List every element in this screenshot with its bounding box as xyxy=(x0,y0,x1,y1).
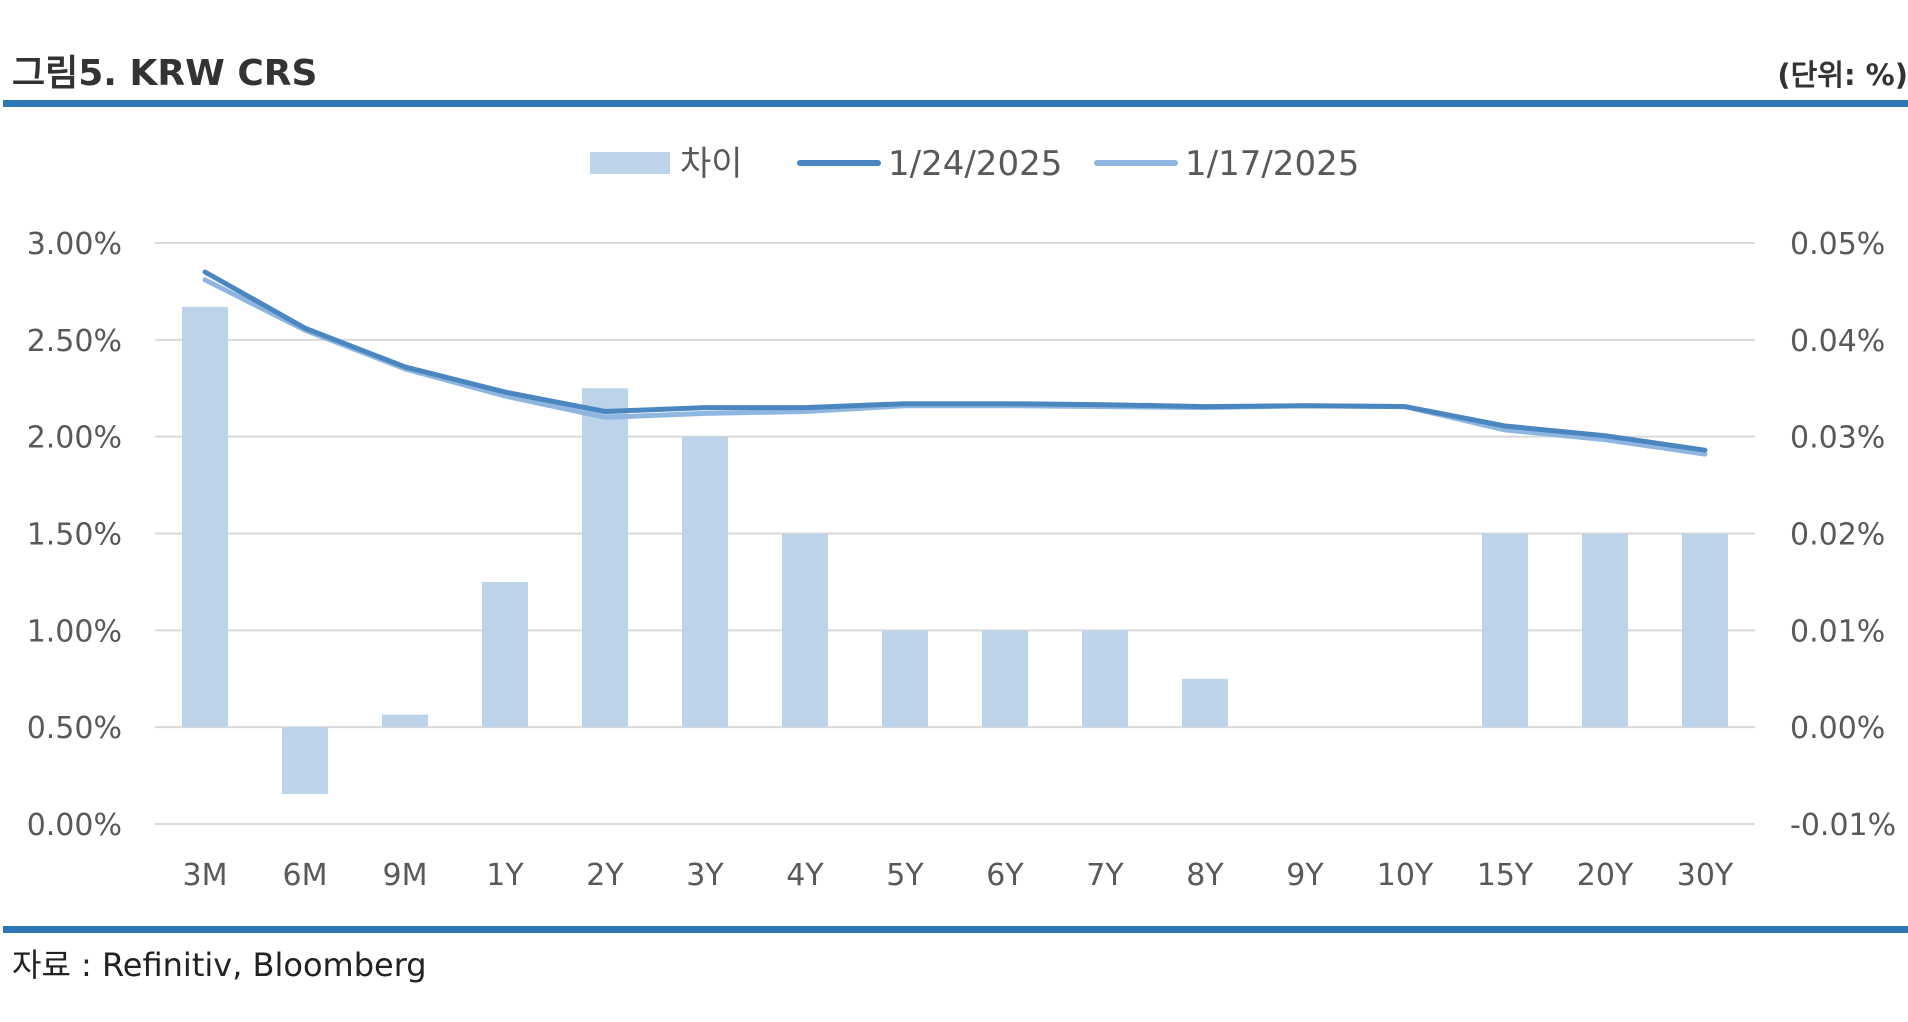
x-axis-tick-label: 5Y xyxy=(886,858,924,893)
right-axis-tick-label: 0.02% xyxy=(1790,518,1885,553)
x-axis-tick-label: 9Y xyxy=(1286,858,1324,893)
series-line xyxy=(202,269,1708,453)
bar xyxy=(182,306,228,728)
left-axis-tick-label: 2.50% xyxy=(27,324,122,359)
x-axis-tick-label: 8Y xyxy=(1186,858,1224,893)
right-axis-tick-label: 0.04% xyxy=(1790,324,1885,359)
left-axis: 0.00% 0.50% 1.00% 1.50% 2.00% 2.50% 3.00% xyxy=(27,227,122,843)
bar xyxy=(782,533,828,728)
right-axis-tick-label: 0.05% xyxy=(1790,227,1885,262)
bar xyxy=(1582,533,1628,728)
left-axis-tick-label: 0.50% xyxy=(27,711,122,746)
bar xyxy=(482,581,528,728)
chart-area: 0.00% 0.50% 1.00% 1.50% 2.00% 2.50% 3.00% -0.0… xyxy=(27,144,1896,893)
left-axis-tick-label: 2.00% xyxy=(27,421,122,456)
top-rule xyxy=(3,100,1908,107)
bar xyxy=(282,727,328,794)
x-axis-tick-label: 3Y xyxy=(686,858,724,893)
x-axis-tick-label: 9M xyxy=(383,858,428,893)
left-axis-tick-label: 1.50% xyxy=(27,518,122,553)
bar xyxy=(582,388,628,728)
x-axis-tick-label: 4Y xyxy=(786,858,824,893)
bottom-rule xyxy=(3,926,1908,933)
left-axis-tick-label: 3.00% xyxy=(27,227,122,262)
bar xyxy=(1082,630,1128,728)
gridlines xyxy=(155,242,1755,825)
right-axis-tick-label: 0.01% xyxy=(1790,614,1885,649)
x-axis-tick-label: 3M xyxy=(183,858,228,893)
unit-label: (단위: %) xyxy=(1777,58,1908,92)
x-axis-tick-label: 1Y xyxy=(486,858,524,893)
x-axis-tick-label: 20Y xyxy=(1577,858,1634,893)
legend-swatch-bar xyxy=(590,152,670,174)
bar xyxy=(1482,533,1528,728)
x-axis-tick-label: 7Y xyxy=(1086,858,1124,893)
bar-series xyxy=(182,306,1728,794)
right-axis: -0.01% 0.00% 0.01% 0.02% 0.03% 0.04% 0.05% xyxy=(1790,227,1896,843)
x-axis-tick-label: 10Y xyxy=(1377,858,1434,893)
chart-title: 그림5. KRW CRS xyxy=(12,53,318,94)
right-axis-tick-label: -0.01% xyxy=(1790,808,1896,843)
series-line xyxy=(202,277,1708,457)
right-axis-tick-label: 0.00% xyxy=(1790,711,1885,746)
bar xyxy=(982,630,1028,728)
legend: 차이 1/24/2025 1/17/2025 xyxy=(590,144,1359,184)
right-axis-tick-label: 0.03% xyxy=(1790,421,1885,456)
x-axis-tick-label: 6M xyxy=(283,858,328,893)
left-axis-tick-label: 0.00% xyxy=(27,808,122,843)
line-series xyxy=(202,269,1708,457)
x-axis-tick-label: 2Y xyxy=(586,858,624,893)
bar xyxy=(382,714,428,728)
legend-label: 1/24/2025 xyxy=(888,144,1062,184)
legend-label: 차이 xyxy=(680,144,743,184)
x-axis-tick-label: 6Y xyxy=(986,858,1024,893)
x-axis: 3M 6M 9M 1Y 2Y 3Y 4Y 5Y 6Y 7Y 8Y 9Y 10Y 15Y 20Y 30Y xyxy=(183,858,1734,893)
x-axis-tick-label: 15Y xyxy=(1477,858,1534,893)
bar xyxy=(1682,533,1728,728)
bar xyxy=(1182,678,1228,728)
x-axis-tick-label: 30Y xyxy=(1677,858,1734,893)
legend-label: 1/17/2025 xyxy=(1185,144,1359,184)
left-axis-tick-label: 1.00% xyxy=(27,614,122,649)
bar xyxy=(882,630,928,728)
source-note: 자료 : Refinitiv, Bloomberg xyxy=(12,946,427,984)
bar xyxy=(682,436,728,728)
